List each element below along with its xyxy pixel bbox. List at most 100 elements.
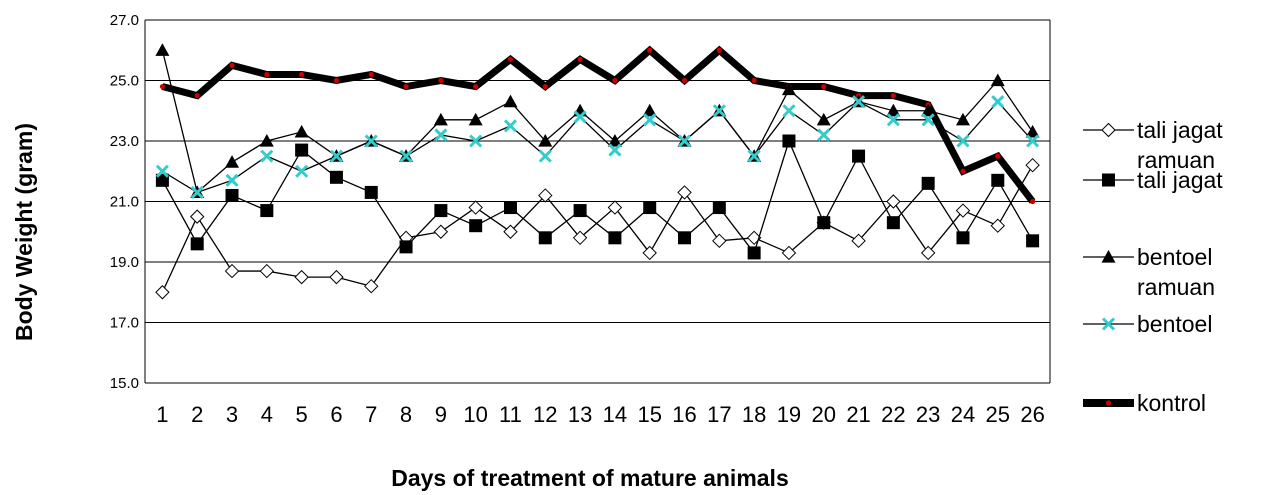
data-point-bentoel-ramuan: [225, 155, 240, 168]
data-point-bentoel-ramuan: [955, 112, 970, 126]
x-tick-label: 7: [365, 402, 377, 427]
data-point-tali-jagat: [1102, 173, 1115, 187]
data-point-kontrol: [577, 56, 583, 62]
x-tick-label: 15: [637, 402, 661, 427]
data-point-tali-jagat-ramuan: [572, 230, 588, 246]
data-point-tali-jagat-ramuan: [920, 245, 936, 261]
data-point-tali-jagat: [399, 240, 413, 254]
data-point-tali-jagat-ramuan: [781, 245, 797, 261]
data-point-tali-jagat-ramuan: [503, 224, 518, 239]
data-point-tali-jagat: [329, 170, 343, 184]
x-tick-label: 19: [777, 402, 801, 427]
data-point-tali-jagat: [538, 231, 552, 245]
data-point-tali-jagat-ramuan: [329, 269, 344, 285]
data-point-tali-jagat-ramuan: [364, 278, 379, 294]
data-point-bentoel: [991, 95, 1005, 109]
data-point-tali-jagat-ramuan: [1025, 157, 1040, 173]
y-tick-label: 27.0: [110, 12, 139, 29]
data-point-bentoel: [886, 113, 900, 127]
data-point-tali-jagat-ramuan: [955, 203, 971, 218]
data-point-kontrol: [333, 77, 340, 84]
x-tick-label: 4: [261, 402, 273, 427]
data-point-bentoel: [851, 95, 866, 109]
legend-label: kontrol: [1137, 390, 1206, 416]
data-point-tali-jagat: [155, 173, 169, 187]
data-point-kontrol: [403, 83, 409, 90]
data-point-bentoel: [503, 119, 518, 133]
grid-lines: [144, 19, 1051, 384]
data-point-bentoel-ramuan: [155, 43, 170, 56]
data-point-kontrol: [960, 168, 966, 174]
data-point-bentoel: [538, 149, 552, 163]
series-line: [161, 45, 1036, 204]
data-point-kontrol: [264, 71, 270, 78]
data-point-bentoel-ramuan: [538, 134, 553, 147]
y-tick-label: 17.0: [110, 315, 139, 332]
data-point-tali-jagat: [469, 219, 483, 233]
data-point-tali-jagat: [643, 201, 657, 215]
data-point-tali-jagat-ramuan: [712, 233, 727, 249]
x-tick-label: 3: [226, 402, 238, 427]
data-point-bentoel-ramuan: [1101, 250, 1116, 263]
data-point-bentoel-ramuan: [468, 112, 483, 126]
data-point-tali-jagat: [364, 185, 378, 199]
y-tick-label: 19.0: [110, 254, 139, 271]
data-point-kontrol: [751, 77, 757, 84]
data-point-kontrol: [542, 83, 548, 90]
data-point-bentoel: [712, 104, 726, 118]
data-point-kontrol: [647, 47, 653, 53]
series-line: [162, 100, 1034, 194]
x-tick-label: 1: [156, 402, 168, 427]
data-point-bentoel: [155, 164, 169, 178]
data-point-tali-jagat: [886, 216, 900, 230]
data-point-bentoel: [1101, 317, 1116, 331]
data-point-tali-jagat: [608, 231, 622, 245]
series-line: [161, 164, 1034, 293]
y-tick-label: 21.0: [110, 194, 139, 211]
data-point-bentoel: [677, 134, 692, 148]
x-tick-label: 21: [846, 402, 870, 427]
y-axis-ticks: 15.0 17.0 19.0 21.0 23.0 25.0 27.0: [110, 12, 139, 392]
series-tali-jagat: [155, 134, 1040, 260]
data-point-bentoel: [747, 149, 761, 163]
data-point-kontrol: [194, 93, 200, 99]
x-tick-label: 11: [499, 402, 522, 427]
data-point-tali-jagat: [573, 204, 587, 218]
legend-entry-bentoel: bentoel: [1083, 311, 1212, 337]
x-tick-label: 20: [812, 402, 836, 427]
x-tick-label: 25: [986, 402, 1010, 427]
data-point-bentoel: [295, 164, 309, 178]
data-point-kontrol: [681, 77, 688, 84]
data-point-bentoel-ramuan: [642, 103, 657, 117]
x-tick-label: 18: [742, 402, 766, 427]
data-point-tali-jagat-ramuan: [294, 269, 309, 285]
data-point-kontrol: [890, 93, 896, 99]
x-tick-label: 22: [881, 402, 905, 427]
data-point-bentoel: [399, 149, 413, 163]
data-point-tali-jagat-ramuan: [155, 285, 170, 300]
series-bentoel: [155, 95, 1040, 199]
x-axis-ticks: 1 2 3 4 5 6 7 8 9 10 11 12 13 14 15 16 17 18 19 20 21 22 23 24 2…: [156, 402, 1045, 427]
data-point-tali-jagat: [225, 188, 239, 202]
x-tick-label: 24: [951, 402, 975, 427]
data-point-kontrol: [438, 77, 444, 84]
x-tick-label: 2: [191, 402, 203, 427]
legend-label: ramuan: [1137, 147, 1215, 173]
series-line: [161, 139, 1034, 255]
data-point-tali-jagat: [782, 134, 796, 148]
data-point-tali-jagat: [1026, 234, 1040, 248]
data-point-tali-jagat: [852, 149, 866, 163]
data-point-bentoel-ramuan: [990, 73, 1005, 87]
data-point-bentoel: [260, 149, 274, 163]
data-point-kontrol: [299, 71, 305, 78]
data-point-kontrol: [612, 77, 618, 84]
x-tick-label: 10: [463, 402, 487, 427]
data-point-bentoel: [1026, 134, 1040, 148]
x-tick-label: 16: [672, 402, 696, 427]
data-point-kontrol: [821, 83, 827, 90]
data-point-bentoel: [643, 113, 657, 127]
data-point-bentoel: [364, 134, 378, 148]
data-point-bentoel: [469, 134, 483, 148]
data-point-tali-jagat: [434, 204, 448, 218]
x-tick-label: 12: [533, 402, 557, 427]
